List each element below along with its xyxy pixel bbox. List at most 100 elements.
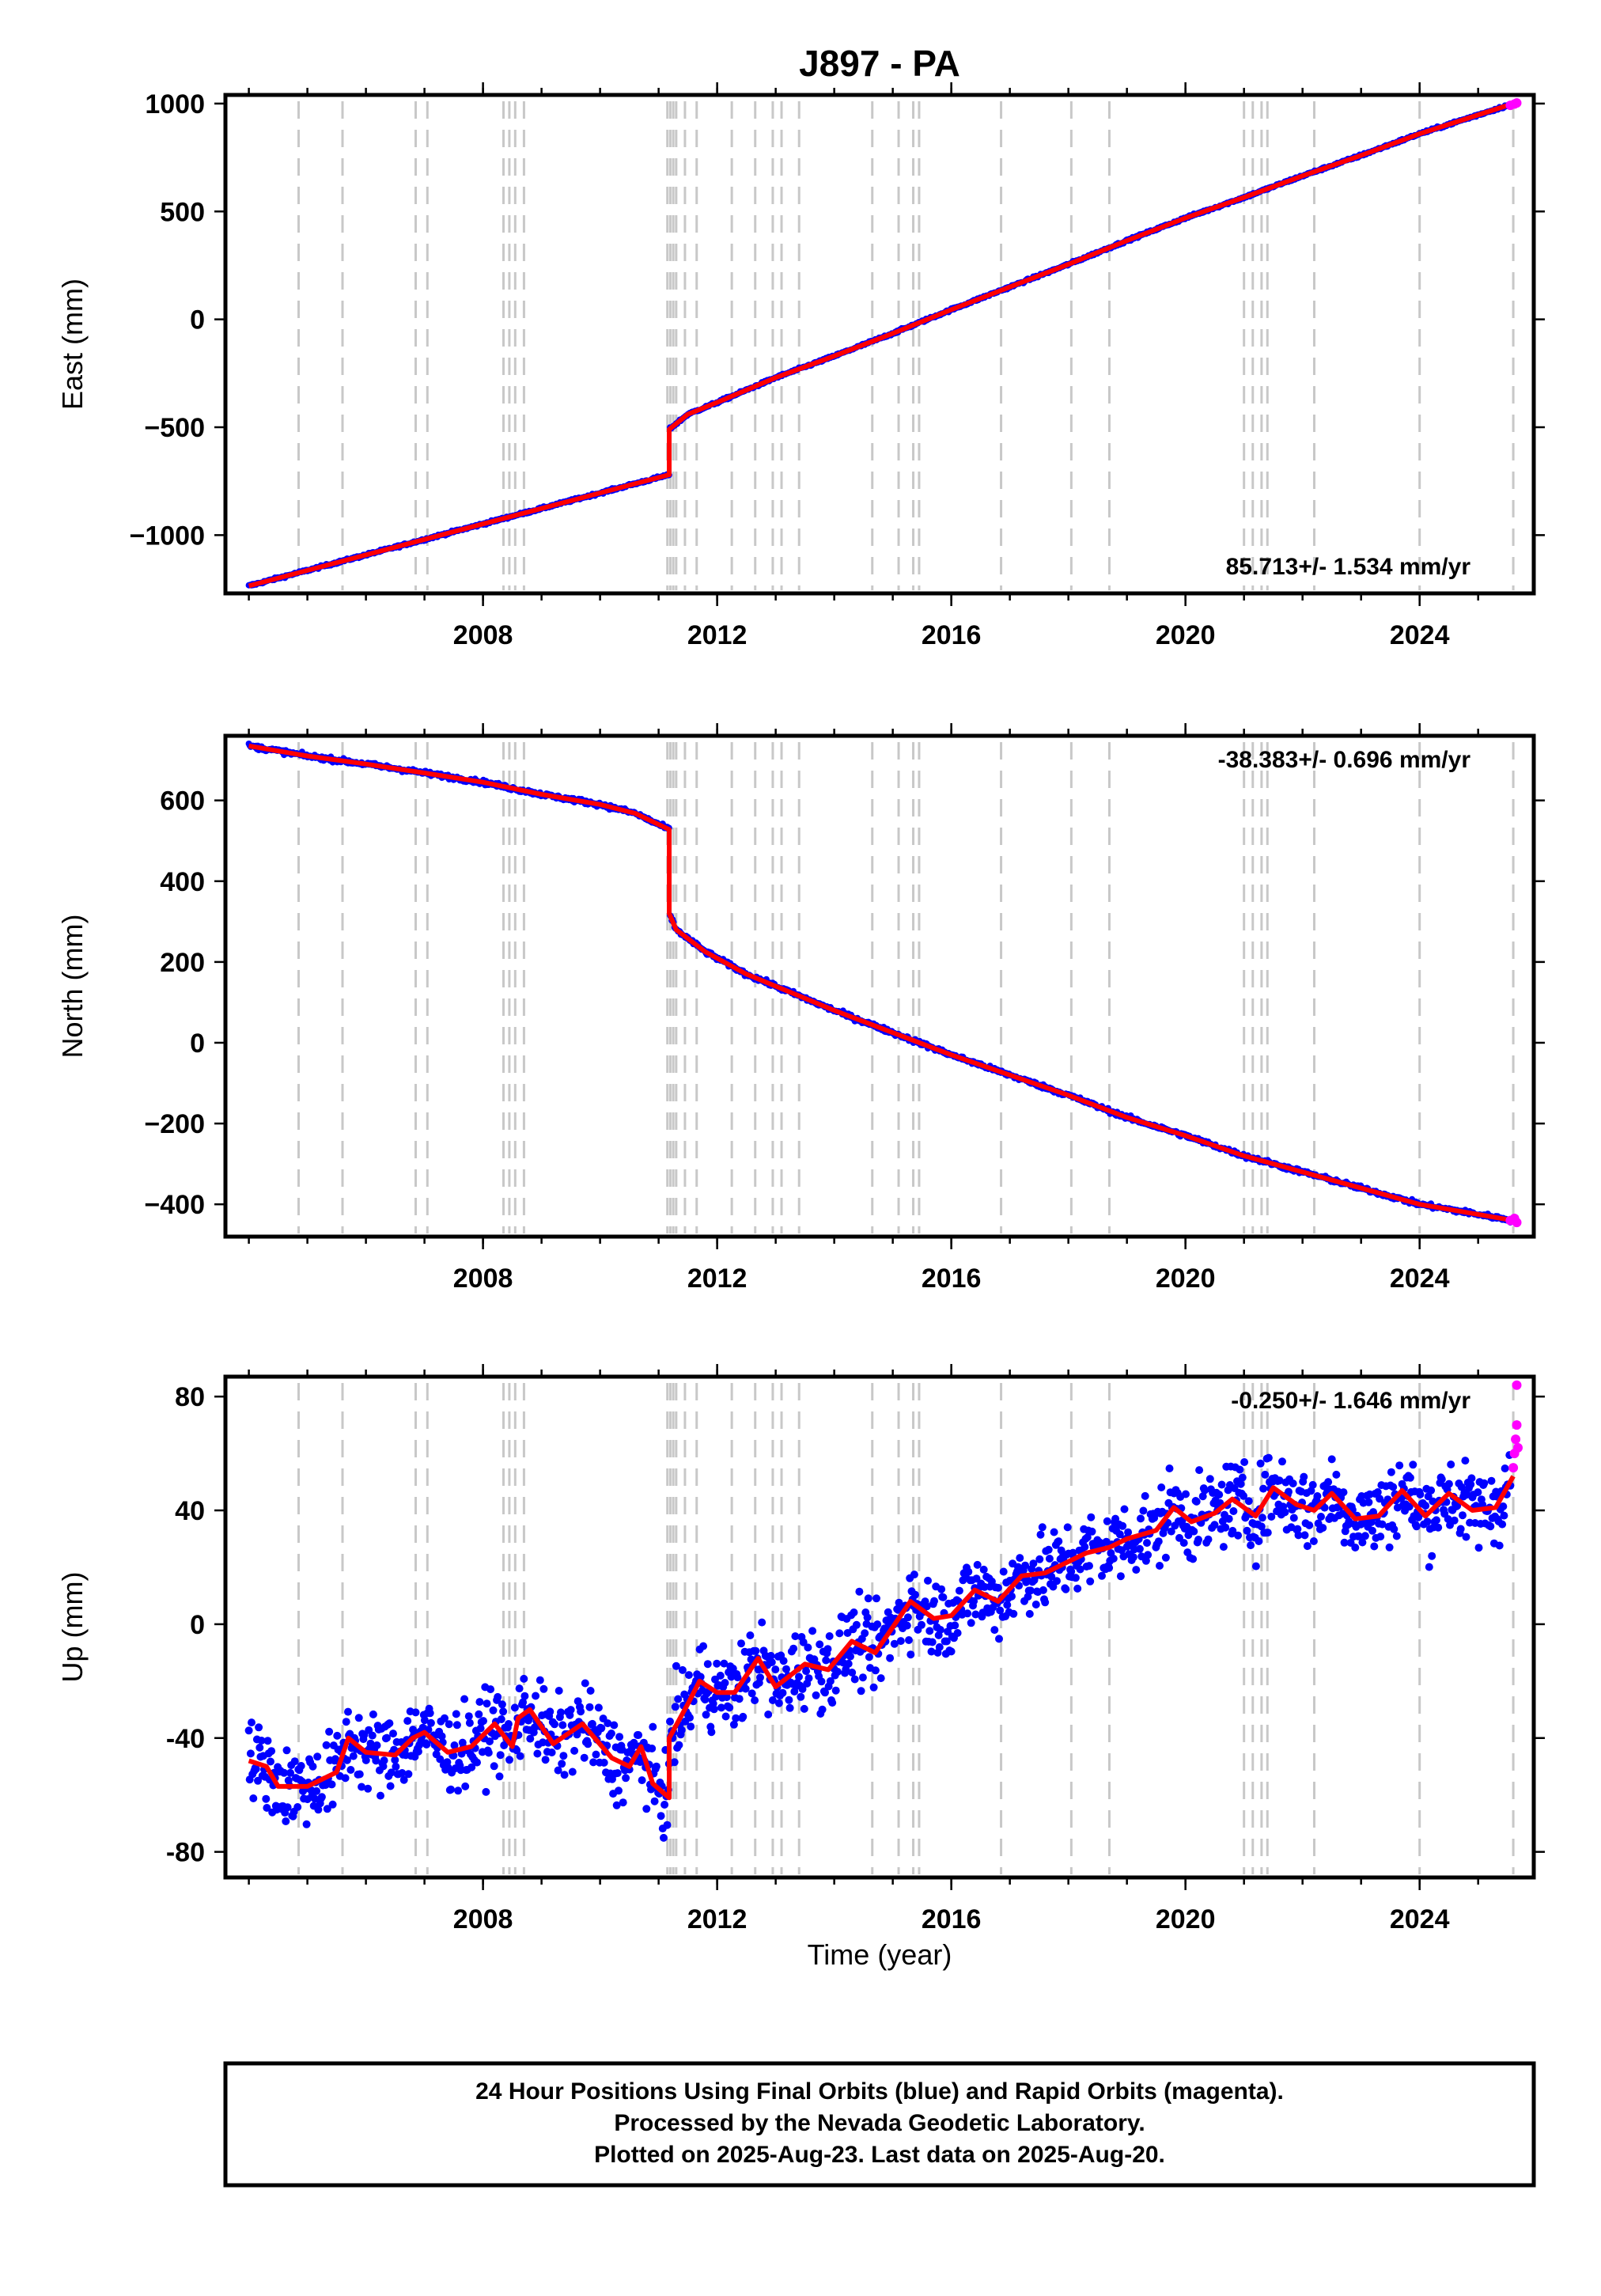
final-orbit-point — [297, 1762, 305, 1770]
x-tick-label: 2024 — [1390, 1904, 1450, 1934]
final-orbit-point — [1129, 1553, 1137, 1562]
final-orbit-point — [475, 1698, 484, 1707]
final-orbit-point — [1154, 1537, 1163, 1546]
final-orbit-point — [764, 1711, 773, 1718]
final-orbit-point — [1309, 1537, 1318, 1545]
final-orbit-point — [257, 1737, 266, 1745]
final-orbit-point — [1461, 1457, 1470, 1465]
final-orbit-point — [785, 1703, 794, 1712]
final-orbit-point — [1428, 1552, 1436, 1560]
final-orbit-point — [1324, 1478, 1333, 1487]
final-orbit-point — [498, 1700, 506, 1709]
final-orbit-point — [1192, 1497, 1201, 1506]
final-orbit-point — [638, 1776, 646, 1785]
final-orbit-point — [702, 1711, 710, 1719]
final-orbit-point — [964, 1567, 973, 1576]
final-orbit-point — [1054, 1537, 1063, 1546]
final-orbit-point — [1486, 1522, 1495, 1531]
x-axis: 2008 2012 2016 2020 2024 — [248, 1364, 1479, 1934]
final-orbit-point — [568, 1767, 577, 1776]
final-orbit-point — [452, 1721, 461, 1730]
final-orbit-point — [414, 1747, 422, 1756]
final-orbit-point — [1308, 1480, 1317, 1489]
final-orbit-point — [1389, 1483, 1398, 1491]
final-orbit-point — [652, 1762, 660, 1771]
final-orbit-point — [804, 1674, 813, 1683]
x-tick-label: 2012 — [687, 1264, 748, 1294]
final-orbit-point — [846, 1652, 854, 1661]
final-orbit-point — [426, 1709, 434, 1718]
final-orbit-point — [546, 1707, 554, 1716]
final-orbit-point — [663, 1821, 672, 1829]
final-orbit-point — [290, 1757, 299, 1766]
model-line — [248, 1475, 1516, 1801]
final-orbit-point — [500, 1741, 509, 1749]
final-orbit-point — [467, 1763, 476, 1771]
final-orbit-point — [325, 1727, 334, 1736]
y-tick-label: 500 — [160, 197, 205, 227]
final-orbit-point — [804, 1643, 812, 1652]
final-orbit-point — [1319, 1524, 1327, 1533]
final-orbit-point — [1278, 1457, 1286, 1466]
final-orbit-point — [308, 1762, 317, 1771]
final-orbit-point — [1373, 1488, 1382, 1496]
final-orbit-point — [699, 1642, 708, 1650]
y-axis: 80 40 0 -40 -80 — [166, 1382, 1545, 1868]
final-orbit-point — [1103, 1517, 1111, 1525]
final-orbit-point — [246, 1749, 255, 1758]
chart-title: J897 - PA — [799, 43, 960, 84]
final-orbit-point — [1116, 1572, 1125, 1581]
final-orbit-point — [751, 1696, 759, 1705]
final-orbit-point — [1086, 1577, 1095, 1586]
final-orbit-point — [748, 1689, 756, 1698]
final-orbit-point — [1376, 1533, 1385, 1541]
final-orbit-point — [482, 1787, 490, 1796]
final-orbit-point — [249, 1794, 258, 1802]
final-orbit-point — [349, 1752, 358, 1760]
final-orbit-point — [872, 1594, 880, 1603]
final-orbit-point — [936, 1626, 944, 1634]
event-lines — [297, 742, 1515, 1233]
final-orbit-point — [650, 1797, 659, 1805]
final-orbit-point — [505, 1756, 513, 1764]
rate-label: -0.250+/- 1.646 mm/yr — [1231, 1388, 1470, 1414]
x-tick-label: 2008 — [453, 620, 513, 650]
x-tick-label: 2020 — [1156, 1264, 1216, 1294]
final-orbit-point — [355, 1770, 364, 1779]
x-axis: 2008 2012 2016 2020 2024 — [248, 723, 1479, 1294]
final-orbit-point — [1221, 1523, 1230, 1532]
final-orbit-point — [1294, 1531, 1303, 1540]
final-orbit-point — [1354, 1532, 1363, 1540]
final-orbit-point — [721, 1712, 730, 1721]
y-tick-label: 1000 — [145, 89, 205, 119]
final-orbit-point — [520, 1692, 529, 1700]
final-orbit-point — [973, 1560, 982, 1569]
final-orbit-point — [906, 1650, 915, 1659]
final-orbit-point — [1039, 1586, 1047, 1594]
final-orbit-point — [1156, 1562, 1164, 1570]
final-orbit-point — [1498, 1520, 1507, 1529]
final-orbit-point — [580, 1753, 589, 1762]
final-orbit-point — [716, 1671, 725, 1680]
final-orbit-point — [1161, 1553, 1170, 1562]
final-orbit-point — [963, 1609, 972, 1618]
plot-frame — [223, 1374, 1536, 1880]
final-orbit-point — [495, 1772, 504, 1781]
final-orbit-point — [314, 1805, 323, 1814]
final-orbit-point — [812, 1691, 820, 1699]
final-orbit-point — [282, 1817, 290, 1825]
final-orbit-points — [245, 100, 1514, 589]
rapid-orbit-point — [1512, 1420, 1522, 1430]
final-orbit-point — [1035, 1555, 1044, 1563]
final-orbit-point — [737, 1639, 745, 1648]
final-orbit-point — [1409, 1461, 1417, 1469]
final-orbit-point — [1423, 1517, 1432, 1526]
y-axis-label: North (mm) — [56, 915, 89, 1059]
final-orbit-point — [979, 1565, 988, 1574]
final-orbit-point — [539, 1684, 548, 1693]
final-orbit-point — [573, 1730, 581, 1739]
final-orbit-point — [1412, 1522, 1421, 1531]
final-orbit-point — [732, 1714, 740, 1722]
final-orbit-point — [890, 1639, 899, 1648]
y-tick-label: 600 — [160, 786, 205, 816]
